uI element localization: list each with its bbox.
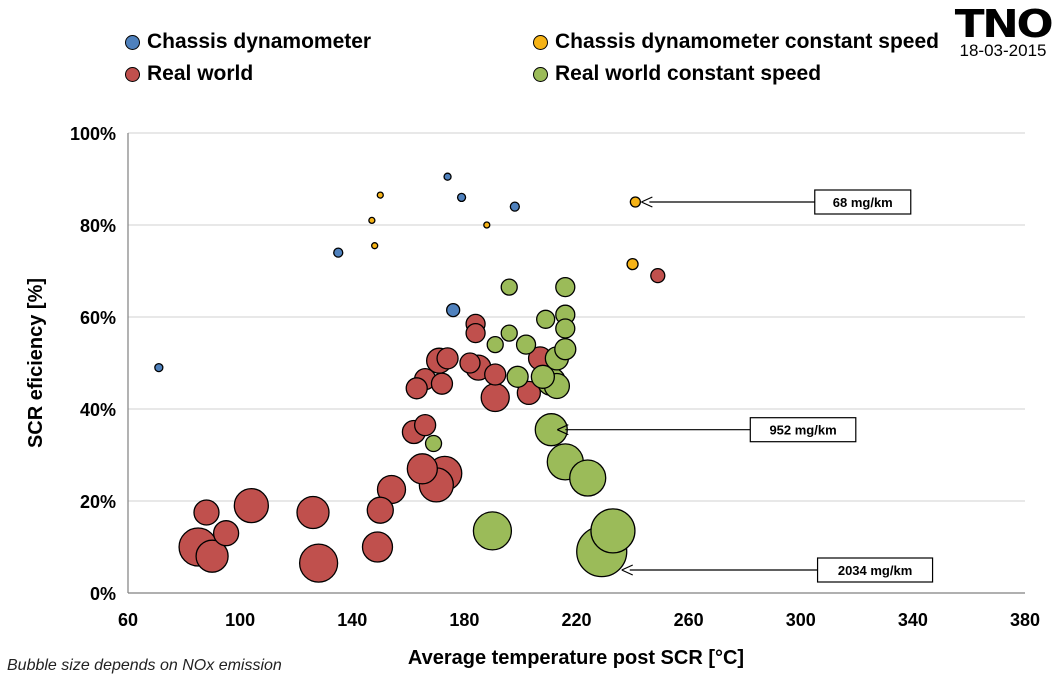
annotation-label: 2034 mg/km bbox=[838, 563, 912, 578]
x-tick-label: 220 bbox=[561, 610, 591, 630]
bubble-real-world bbox=[650, 267, 666, 284]
bubble-real-world-constant bbox=[590, 508, 636, 554]
bubble-real-world bbox=[484, 363, 507, 386]
bubble-real-world-constant bbox=[506, 365, 529, 388]
tno-logo: TNO 18-03-2015 bbox=[948, 4, 1058, 60]
bubble-real-world-constant bbox=[515, 334, 537, 355]
bubble-real-world bbox=[406, 453, 438, 485]
bubble-real-world bbox=[459, 352, 481, 374]
logo-date: 18-03-2015 bbox=[959, 41, 1047, 60]
bubble-real-world bbox=[516, 380, 541, 406]
x-tick-label: 60 bbox=[118, 610, 138, 630]
legend-dot-real-world bbox=[125, 66, 140, 82]
bubble-real-world bbox=[298, 543, 339, 583]
x-tick-label: 340 bbox=[898, 610, 928, 630]
x-tick-label: 140 bbox=[337, 610, 367, 630]
bubble-chassis-constant bbox=[368, 216, 376, 225]
annotation-layer: 68 mg/km 952 mg/km 2034 mg/km bbox=[557, 189, 934, 583]
bubble-chassis bbox=[154, 362, 164, 373]
bubble-layer bbox=[154, 172, 666, 583]
annotation-arrowhead bbox=[621, 564, 633, 576]
bubble-chassis-constant bbox=[626, 257, 639, 271]
bubble-real-world-constant bbox=[555, 318, 576, 339]
bubble-chassis bbox=[509, 201, 520, 212]
bubble-real-world-constant bbox=[534, 413, 568, 447]
y-axis-label: SCR eficiency [%] bbox=[25, 278, 47, 448]
annotation-arrowhead bbox=[641, 196, 653, 208]
legend-label-real-world-constant-speed: Real world constant speed bbox=[555, 62, 822, 85]
bubble-chassis bbox=[456, 192, 467, 203]
bubble-real-world bbox=[436, 347, 459, 370]
legend-item-real-world-constant-speed: Real world constant speed bbox=[533, 62, 821, 86]
bubble-chassis bbox=[446, 302, 461, 318]
bubble-real-world bbox=[361, 531, 394, 563]
bubble-real-world-constant bbox=[486, 335, 504, 354]
bubble-real-world bbox=[405, 377, 428, 400]
legend-dot-chassis-dynamometer bbox=[125, 34, 140, 50]
x-tick-label: 260 bbox=[674, 610, 704, 630]
y-tick-label: 80% bbox=[80, 216, 116, 236]
x-tick-label: 100 bbox=[225, 610, 255, 630]
legend-item-real-world: Real world bbox=[125, 62, 253, 86]
y-tick-label: 100% bbox=[70, 124, 116, 144]
annotation-box bbox=[816, 557, 934, 583]
bubble-chassis-constant bbox=[376, 191, 384, 199]
x-axis-label: Average temperature post SCR [°C] bbox=[408, 647, 744, 669]
bubble-real-world bbox=[212, 520, 240, 547]
annotation-box bbox=[749, 417, 857, 443]
bubble-real-world-constant bbox=[554, 338, 577, 361]
bubble-size-footnote: Bubble size depends on NOx emission bbox=[7, 657, 282, 674]
y-tick-label: 20% bbox=[80, 492, 116, 512]
bubble-real-world-constant bbox=[569, 459, 607, 497]
annotation-arrowhead bbox=[557, 424, 569, 436]
bubble-real-world-constant bbox=[500, 324, 518, 342]
bubble-real-world-constant bbox=[536, 309, 556, 329]
annotation-label: 952 mg/km bbox=[769, 423, 836, 438]
legend-dot-chassis-dynamometer-constant-speed bbox=[533, 34, 548, 50]
bubble-real-world bbox=[195, 539, 229, 573]
x-tick-label: 380 bbox=[1010, 610, 1040, 630]
bubble-chassis-constant bbox=[483, 221, 491, 229]
x-tick-label: 300 bbox=[786, 610, 816, 630]
logo-mark: TNO bbox=[954, 2, 1054, 46]
bubble-real-world-constant bbox=[500, 278, 518, 296]
bubble-real-world-constant bbox=[530, 364, 556, 389]
legend-dot-real-world-constant-speed bbox=[533, 66, 548, 82]
y-tick-label: 60% bbox=[80, 308, 116, 328]
chart-legend: Chassis dynamometer Chassis dynamometer … bbox=[125, 30, 945, 100]
bubble-real-world bbox=[193, 499, 220, 526]
bubble-real-world-constant bbox=[424, 434, 443, 453]
annotation-label: 68 mg/km bbox=[833, 195, 893, 210]
bubble-chassis-constant bbox=[629, 196, 642, 208]
legend-label-chassis-dynamometer: Chassis dynamometer bbox=[147, 30, 372, 53]
y-tick-label: 40% bbox=[80, 400, 116, 420]
bubble-real-world bbox=[465, 322, 486, 344]
bubble-chassis bbox=[333, 247, 344, 258]
y-tick-label: 0% bbox=[90, 584, 116, 604]
legend-label-real-world: Real world bbox=[147, 62, 254, 85]
legend-label-chassis-dynamometer-constant-speed: Chassis dynamometer constant speed bbox=[555, 30, 939, 53]
bubble-real-world-constant bbox=[472, 511, 513, 551]
grid-layer bbox=[128, 132, 1025, 502]
bubble-real-world bbox=[480, 382, 510, 413]
annotation-box bbox=[814, 189, 912, 215]
axis-layer: 0% 20% 40% 60% 80% 100% 60 100 140 180 220 260 300 34… bbox=[70, 124, 1040, 630]
bubble-real-world bbox=[366, 496, 394, 524]
bubble-real-world bbox=[430, 372, 454, 395]
bubble-real-world-constant bbox=[555, 276, 576, 298]
bubble-real-world bbox=[233, 487, 269, 524]
x-tick-label: 180 bbox=[449, 610, 479, 630]
bubble-chassis bbox=[443, 172, 452, 181]
legend-item-chassis-dynamometer: Chassis dynamometer bbox=[125, 30, 371, 54]
legend-item-chassis-dynamometer-constant-speed: Chassis dynamometer constant speed bbox=[533, 30, 939, 54]
bubble-real-world bbox=[413, 413, 437, 437]
bubble-chassis-constant bbox=[371, 242, 379, 250]
bubble-real-world bbox=[296, 495, 330, 530]
